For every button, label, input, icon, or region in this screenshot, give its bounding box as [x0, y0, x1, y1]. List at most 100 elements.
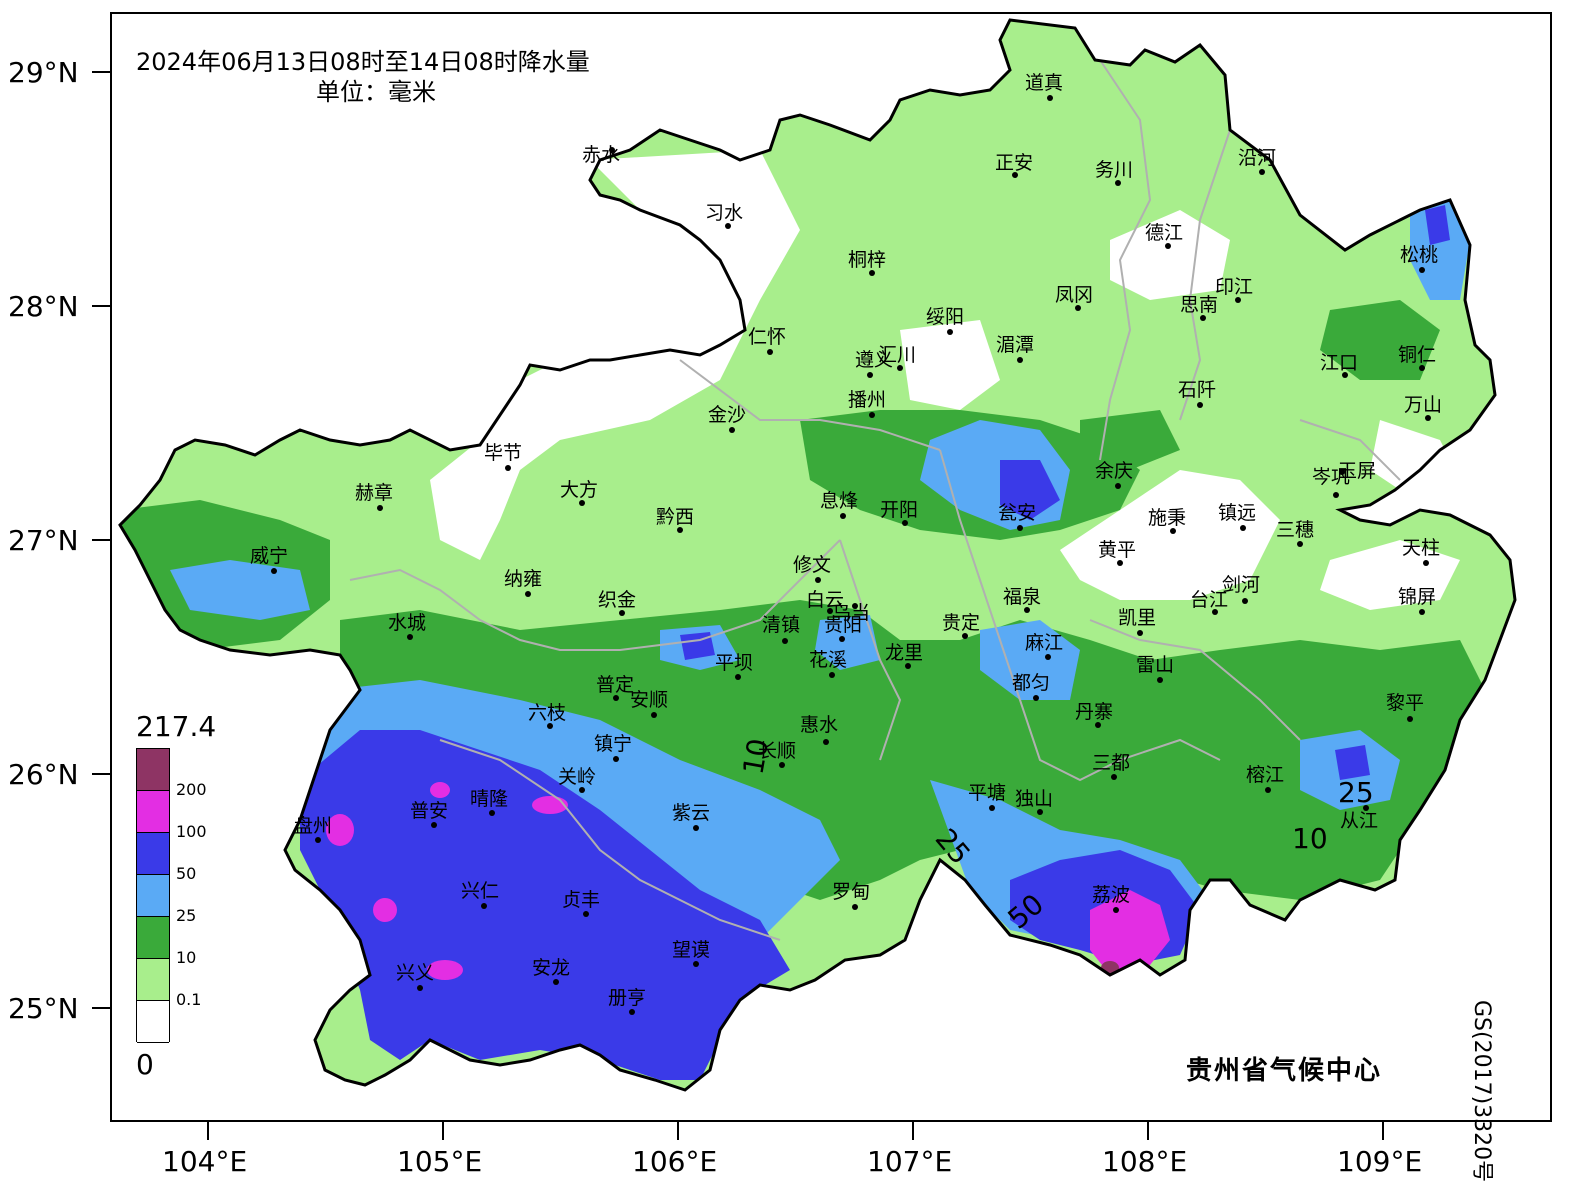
city-marker	[779, 762, 785, 768]
city-marker	[489, 810, 495, 816]
city-marker	[827, 608, 833, 614]
city-marker	[613, 756, 619, 762]
city-label: 长顺	[758, 740, 797, 762]
city-marker	[989, 805, 995, 811]
city-marker	[579, 787, 585, 793]
city-marker	[869, 412, 875, 418]
city-marker	[315, 837, 321, 843]
city-label: 兴义	[396, 962, 435, 984]
city-label: 锦屏	[1398, 586, 1437, 608]
city-label: 贵定	[942, 612, 981, 634]
city-marker	[1095, 722, 1101, 728]
city-marker	[1115, 180, 1121, 186]
city-label: 都匀	[1012, 672, 1051, 694]
city-label: 兴仁	[461, 880, 500, 902]
city-marker	[1157, 677, 1163, 683]
city-label: 水城	[388, 612, 427, 634]
city-label: 玉屏	[1338, 460, 1377, 482]
city-marker	[431, 822, 437, 828]
city-marker	[1047, 95, 1053, 101]
city-label: 丹寨	[1075, 701, 1114, 723]
contour-label-10-east: 10	[1292, 822, 1328, 855]
city-label: 余庆	[1095, 460, 1134, 482]
city-marker	[867, 372, 873, 378]
legend-swatch	[137, 749, 169, 791]
city-marker	[852, 904, 858, 910]
city-marker	[1423, 560, 1429, 566]
legend-swatch	[137, 833, 169, 875]
city-marker	[693, 961, 699, 967]
city-label: 黔西	[656, 506, 695, 528]
city-marker	[962, 633, 968, 639]
city-marker	[417, 985, 423, 991]
city-marker	[1170, 528, 1176, 534]
lat-tick-27: 27°N	[8, 524, 79, 557]
city-marker	[1117, 560, 1123, 566]
city-label: 雷山	[1136, 654, 1175, 676]
city-label: 黎平	[1386, 692, 1425, 714]
city-label: 印江	[1215, 276, 1254, 298]
city-label: 关岭	[558, 766, 597, 788]
city-label: 乌当	[832, 602, 871, 624]
city-marker	[677, 527, 683, 533]
city-label: 施秉	[1148, 507, 1187, 529]
legend-label-50: 50	[176, 864, 197, 883]
city-label: 清镇	[762, 614, 801, 636]
legend-max: 217.4	[136, 710, 217, 743]
city-marker	[1037, 809, 1043, 815]
city-label: 罗甸	[832, 881, 871, 903]
city-label: 思南	[1180, 294, 1219, 316]
city-label: 沿河	[1238, 147, 1277, 169]
city-marker	[613, 695, 619, 701]
city-label: 麻江	[1025, 632, 1064, 654]
legend-label-0.1: 0.1	[176, 990, 202, 1009]
city-label: 赫章	[355, 482, 394, 504]
city-label: 紫云	[672, 802, 711, 824]
city-label: 镇远	[1218, 502, 1257, 524]
city-label: 桐梓	[848, 249, 887, 271]
lat-tick-29: 29°N	[8, 56, 79, 89]
legend-swatch	[137, 1001, 169, 1043]
map-title: 2024年06月13日08时至14日08时降水量	[136, 48, 590, 76]
city-label: 务川	[1095, 159, 1134, 181]
city-label: 松桃	[1400, 244, 1439, 266]
city-marker	[1419, 365, 1425, 371]
city-marker	[767, 349, 773, 355]
city-label: 黄平	[1098, 539, 1137, 561]
city-marker	[1024, 607, 1030, 613]
city-marker	[1235, 297, 1241, 303]
city-label: 福泉	[1003, 586, 1042, 608]
city-label: 赤水	[582, 144, 621, 166]
city-label: 榕江	[1246, 764, 1285, 786]
city-marker	[1045, 654, 1051, 660]
city-label: 道真	[1025, 72, 1064, 94]
city-marker	[1363, 805, 1369, 811]
city-marker	[815, 577, 821, 583]
city-marker	[1033, 695, 1039, 701]
legend-swatch	[137, 875, 169, 917]
city-marker	[897, 365, 903, 371]
lat-tick-28: 28°N	[8, 290, 79, 323]
city-label: 三都	[1092, 752, 1131, 774]
city-marker	[1425, 415, 1431, 421]
city-label: 龙里	[885, 642, 924, 664]
city-label: 修文	[793, 554, 832, 576]
city-marker	[1259, 169, 1265, 175]
city-label: 大方	[560, 479, 599, 501]
lon-tick-104: 104°E	[162, 1145, 248, 1178]
legend-label-10: 10	[176, 948, 197, 967]
contour-label-25-east: 25	[1338, 776, 1374, 809]
legend-label-25: 25	[176, 906, 197, 925]
city-marker	[1113, 907, 1119, 913]
city-label: 习水	[705, 202, 744, 224]
legend-colorbar	[136, 748, 170, 1043]
legend: 217.4 200 100 50 25 10 0.1 0	[136, 710, 256, 1090]
city-marker	[619, 610, 625, 616]
city-marker	[735, 674, 741, 680]
city-marker	[1419, 267, 1425, 273]
city-marker	[377, 505, 383, 511]
city-marker	[1017, 525, 1023, 531]
city-marker	[1333, 492, 1339, 498]
city-marker	[902, 520, 908, 526]
